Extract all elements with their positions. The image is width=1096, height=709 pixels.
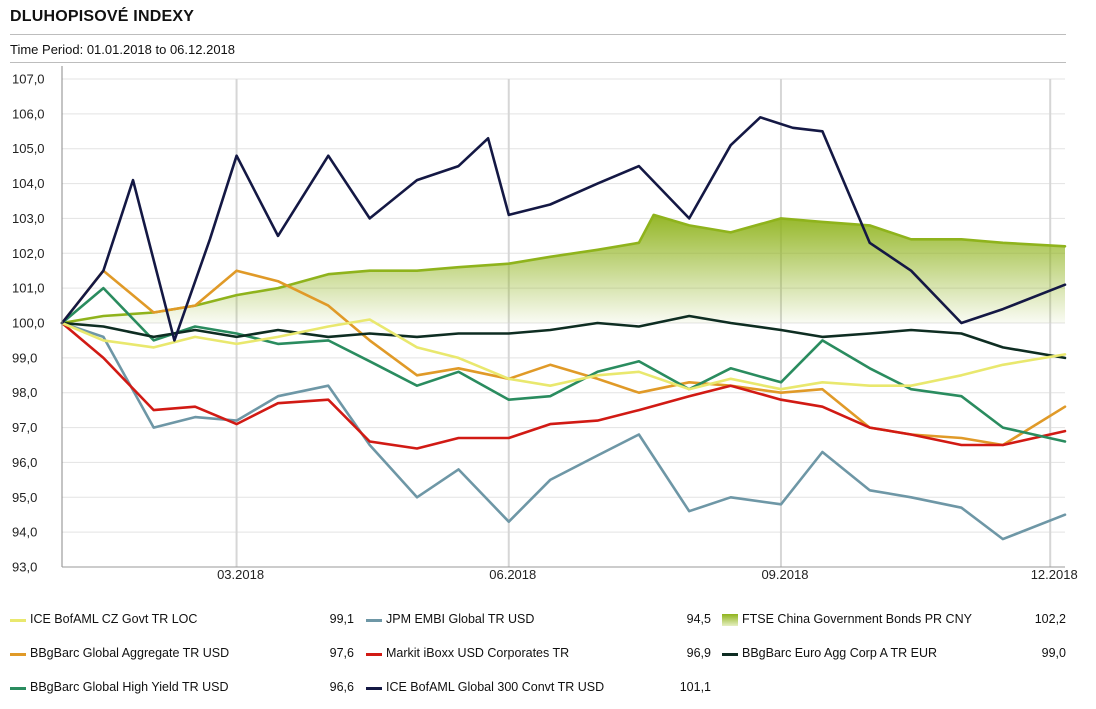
series-area-layer [62,214,1065,323]
page-title: DLUHOPISOVÉ INDEXY [10,8,195,25]
legend-label-bbgbarc-global-aggregate-tr-usd: BBgBarc Global Aggregate TR USD [30,646,230,660]
legend-swatch-markit-iboxx-usd-corporates-tr [366,653,382,656]
legend-value-bbgbarc-global-high-yield-tr-usd: 96,6 [329,680,354,694]
y-tick-label: 98,0 [12,385,37,400]
y-tick-label: 93,0 [12,560,37,575]
legend-swatch-ftse-china-government-bonds-pr-cny [722,614,738,626]
y-tick-label: 99,0 [12,350,37,365]
y-tick-label: 103,0 [12,211,45,226]
legend-swatch-bbgbarc-global-high-yield-tr-usd [10,687,26,690]
x-tick-label: 03.2018 [217,567,264,582]
legend-swatch-bbgbarc-global-aggregate-tr-usd [10,653,26,656]
legend-label-bbgbarc-euro-agg-corp-a-tr-eur: BBgBarc Euro Agg Corp A TR EUR [742,646,938,660]
legend-label-ice-bofaml-cz-govt-tr-loc: ICE BofAML CZ Govt TR LOC [30,612,198,626]
legend-swatch-jpm-embi-global-tr-usd [366,619,382,622]
y-tick-label: 105,0 [12,141,45,156]
series-line-bbgbarc-global-high-yield-tr-usd [60,286,1067,443]
y-tick-label: 100,0 [12,316,45,331]
legend-swatch-ice-bofaml-global-300-convt-tr-usd [366,687,382,690]
y-tick-label: 102,0 [12,246,45,261]
y-tick-label: 107,0 [12,72,45,87]
x-tick-label: 12.2018 [1031,567,1078,582]
legend-label-jpm-embi-global-tr-usd: JPM EMBI Global TR USD [386,612,535,626]
legend-value-markit-iboxx-usd-corporates-tr: 96,9 [686,646,711,660]
series-line-bbgbarc-euro-agg-corp-a-tr-eur [60,314,1067,360]
legend-value-bbgbarc-euro-agg-corp-a-tr-eur: 99,0 [1041,646,1066,660]
line-chart: 93,0 94,0 95,0 96,0 97,0 98,0 99,0 100,0 101,0 10… [12,66,1078,582]
series-line-jpm-embi-global-tr-usd [60,321,1067,541]
y-tick-label: 94,0 [12,525,37,540]
legend-value-bbgbarc-global-aggregate-tr-usd: 97,6 [329,646,354,660]
y-tick-label: 96,0 [12,455,37,470]
legend-label-ice-bofaml-global-300-convt-tr-usd: ICE BofAML Global 300 Convt TR USD [386,680,605,694]
y-tick-label: 101,0 [12,281,45,296]
series-line-ftse-china-government-bonds-pr-cny [60,213,1067,325]
series-line-ice-bofaml-global-300-convt-tr-usd [60,116,1067,342]
axes: 93,0 94,0 95,0 96,0 97,0 98,0 99,0 100,0 101,0 10… [12,66,1078,582]
legend-value-ice-bofaml-global-300-convt-tr-usd: 101,1 [679,680,711,694]
legend-value-ftse-china-government-bonds-pr-cny: 102,2 [1034,612,1066,626]
x-tick-label: 09.2018 [761,567,808,582]
y-tick-label: 104,0 [12,176,45,191]
legend-swatch-bbgbarc-euro-agg-corp-a-tr-eur [722,653,738,656]
y-tick-label: 106,0 [12,106,45,121]
legend-value-jpm-embi-global-tr-usd: 94,5 [686,612,711,626]
y-tick-label: 95,0 [12,490,37,505]
time-period: Time Period: 01.01.2018 to 06.12.2018 [10,42,236,57]
legend-value-ice-bofaml-cz-govt-tr-loc: 99,1 [329,612,354,626]
x-tick-label: 06.2018 [489,567,536,582]
series-line-ice-bofaml-cz-govt-tr-loc [60,318,1067,391]
legend-label-ftse-china-government-bonds-pr-cny: FTSE China Government Bonds PR CNY [742,612,972,626]
legend-label-markit-iboxx-usd-corporates-tr: Markit iBoxx USD Corporates TR [386,646,570,660]
title-divider [10,34,1066,35]
y-tick-label: 97,0 [12,420,37,435]
legend-swatch-ice-bofaml-cz-govt-tr-loc [10,619,26,622]
series-lines-layer [60,116,1067,541]
legend-label-bbgbarc-global-high-yield-tr-usd: BBgBarc Global High Yield TR USD [30,680,229,694]
chart-top-divider [10,62,1066,63]
series-area-ftse-china-government-bonds-pr-cny [62,214,1065,323]
series-line-markit-iboxx-usd-corporates-tr [60,321,1067,450]
